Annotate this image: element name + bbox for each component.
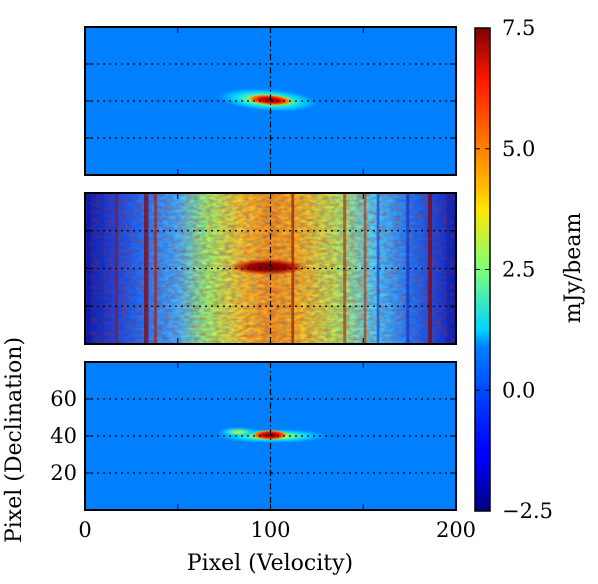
panel-middle-stripe (406, 193, 410, 344)
colorbar-tick-label: 5.0 (502, 137, 535, 161)
y-tick-label: 60 (50, 387, 77, 411)
panel-middle (84, 192, 457, 345)
panel-middle-source (228, 259, 308, 275)
y-tick-label: 20 (50, 461, 77, 485)
x-tick-label: 200 (436, 518, 476, 542)
panel-middle-stripe (447, 193, 451, 344)
panel-middle-stripe (154, 193, 157, 344)
panel-middle-stripe (427, 193, 433, 344)
panel-bottom (84, 361, 457, 511)
colorbar-tick-label: 2.5 (502, 258, 535, 282)
panel-bottom-source-halo-tail (218, 427, 258, 437)
panel-middle-stripe (99, 193, 104, 344)
panel-top-frame (84, 26, 457, 176)
x-axis-ticks: 0 100 200 (78, 518, 476, 542)
colorbar: 7.5 5.0 2.5 0.0 −2.5 mJy/beam (474, 16, 586, 523)
y-axis-label: Pixel (Declination) (2, 337, 27, 543)
x-axis-label: Pixel (Velocity) (187, 551, 353, 576)
panel-middle-stripe (376, 193, 380, 344)
colorbar-tick-label: 0.0 (502, 378, 535, 402)
colorbar-tick-label: 7.5 (502, 16, 535, 40)
y-axis-ticks: 20 40 60 (50, 387, 77, 485)
panel-middle-stripe (363, 193, 367, 344)
colorbar-tick-label: −2.5 (502, 499, 553, 523)
panel-top (84, 26, 457, 176)
x-tick-label: 0 (78, 518, 91, 542)
colorbar-label: mJy/beam (561, 213, 586, 324)
panel-bottom-frame (84, 361, 457, 511)
x-tick-label: 100 (250, 518, 290, 542)
y-tick-label: 40 (50, 424, 77, 448)
panel-middle-frame (84, 192, 457, 345)
colorbar-ticks: 7.5 5.0 2.5 0.0 −2.5 (475, 16, 553, 523)
